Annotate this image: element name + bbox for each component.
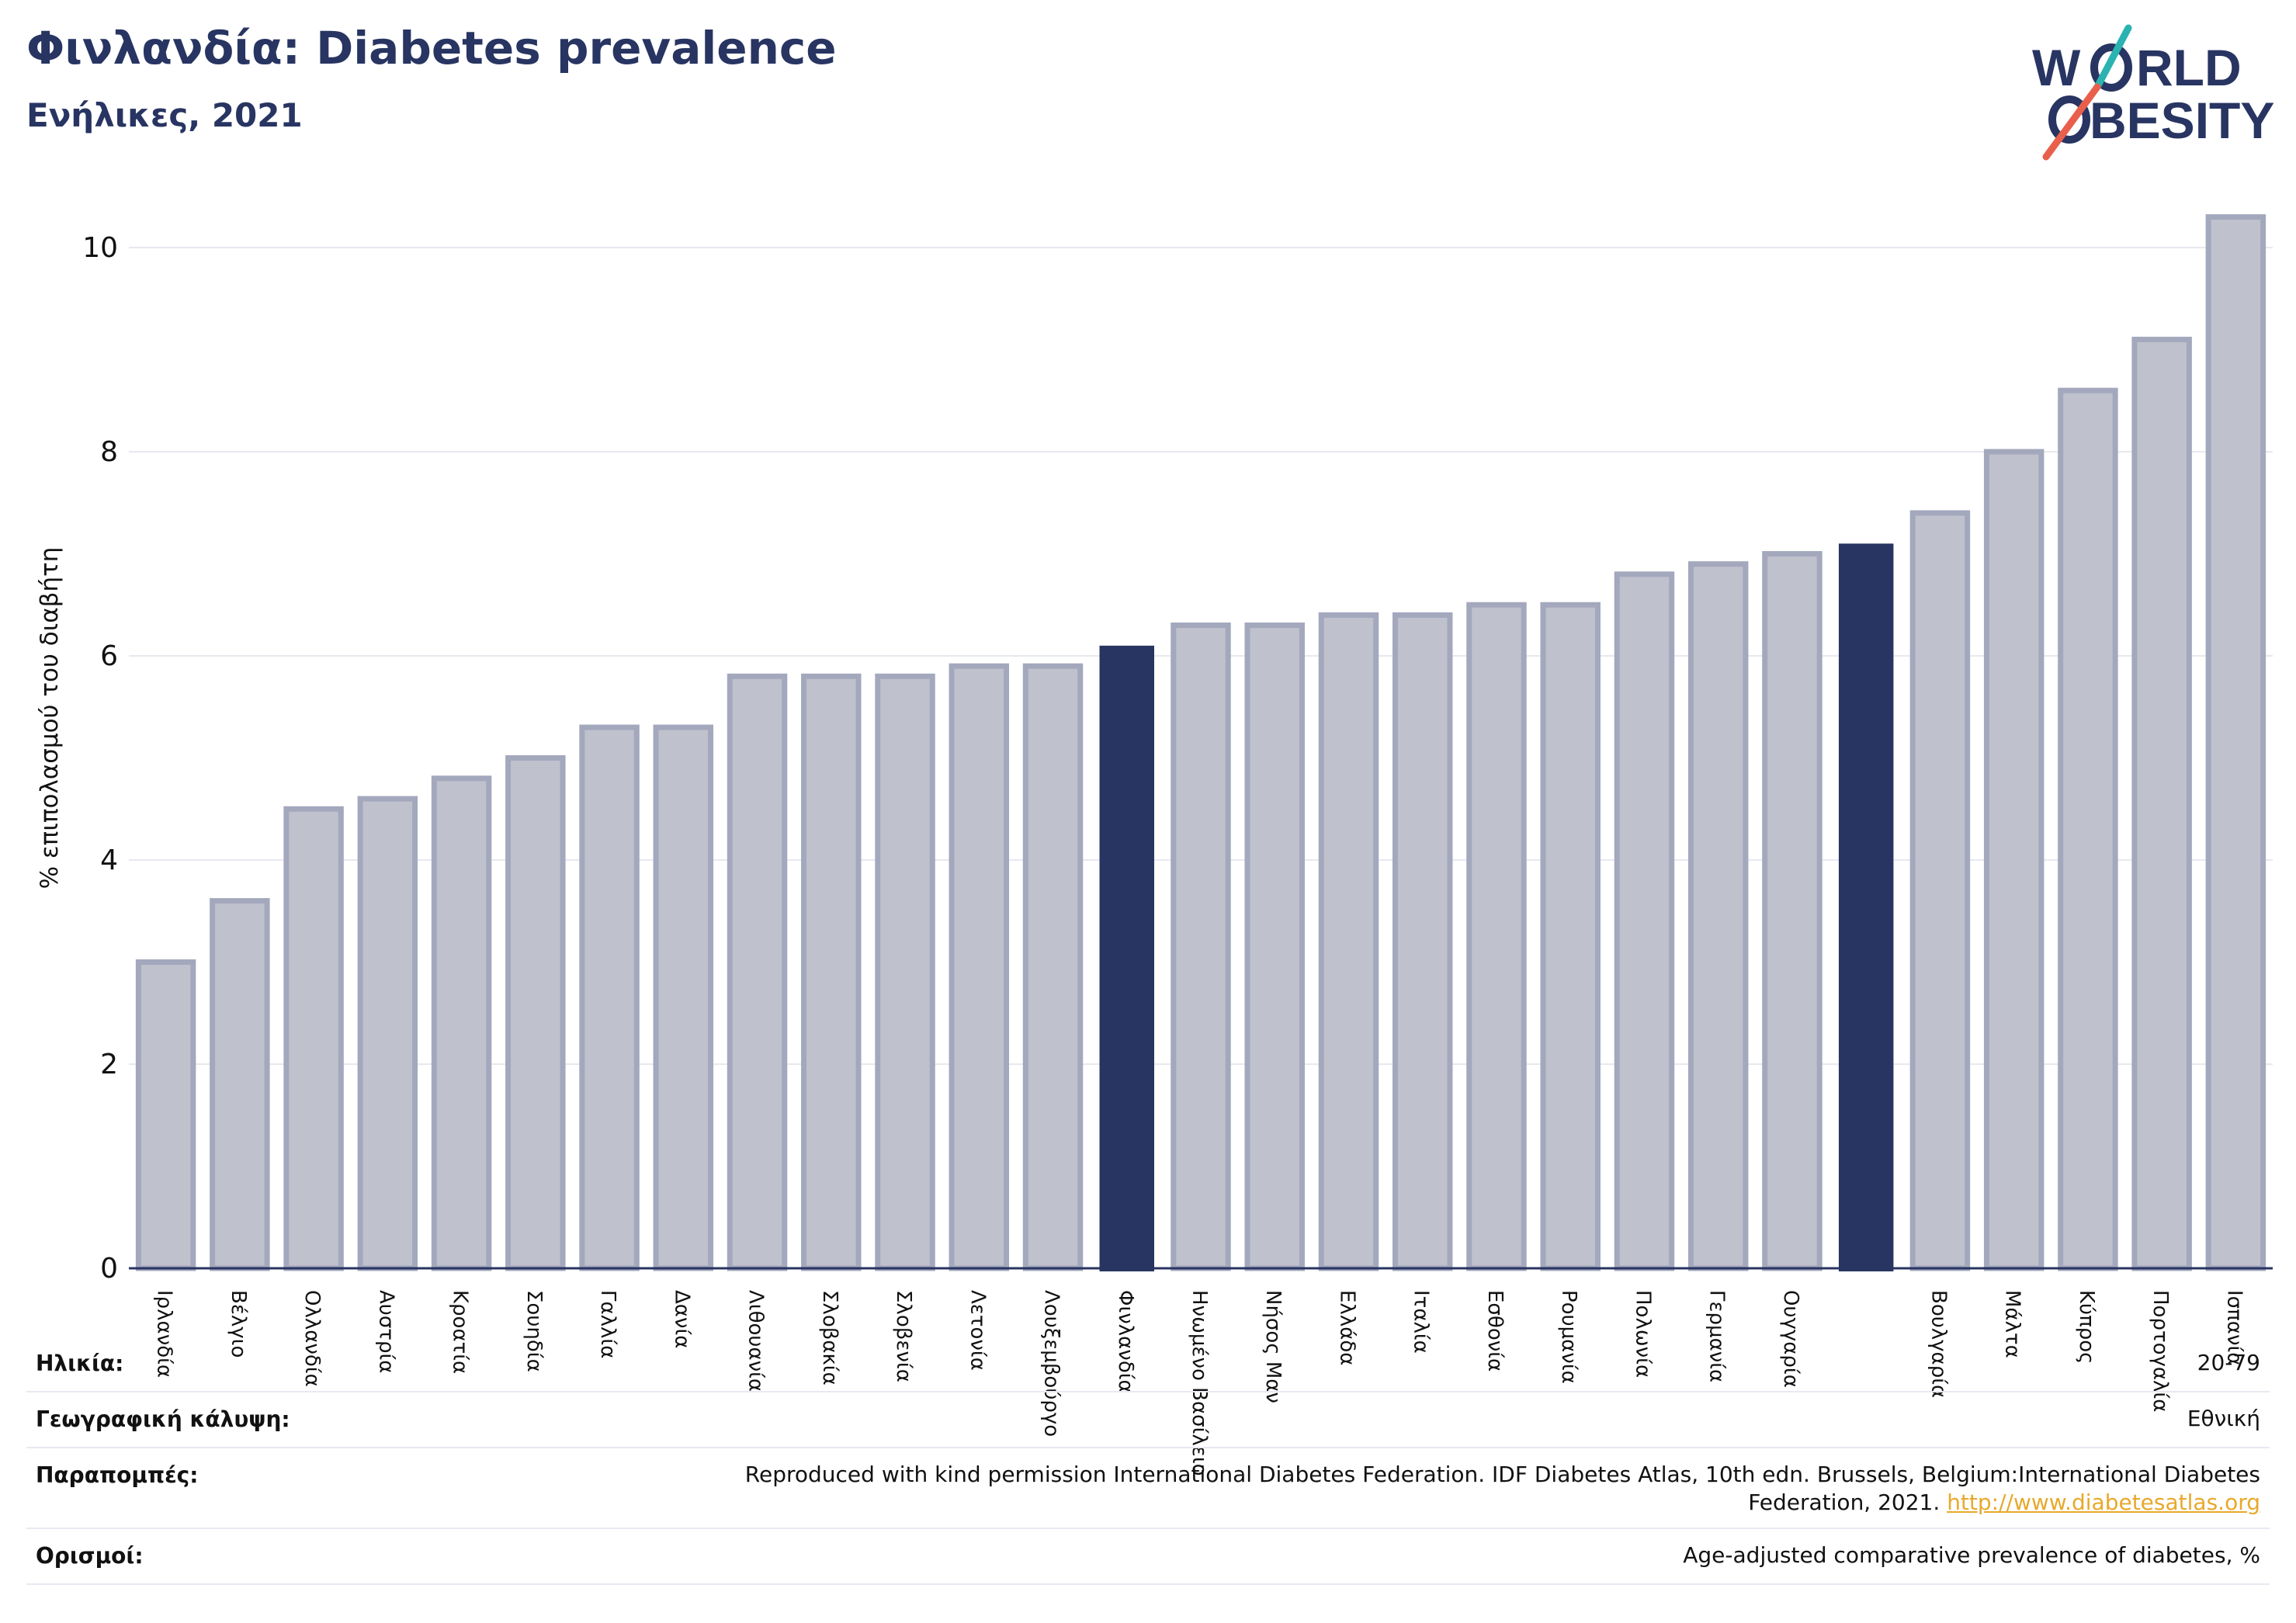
bar — [2205, 214, 2267, 1271]
bar — [949, 663, 1010, 1271]
bar — [135, 959, 196, 1271]
meta-row-references: Παραπομπές: Reproduced with kind permiss… — [26, 1448, 2270, 1529]
x-tick-label: Λιθουανία — [744, 1290, 768, 1392]
x-tick-label: Φινλανδία — [1114, 1290, 1137, 1393]
meta-coverage-label: Γεωγραφική κάλυψη: — [36, 1406, 290, 1432]
bar — [1244, 622, 1305, 1271]
bar — [1318, 612, 1379, 1271]
references-line1: Reproduced with kind permission Internat… — [744, 1462, 2260, 1487]
bar-highlighted — [1838, 543, 1894, 1271]
x-tick-label: Κύπρος — [2075, 1290, 2098, 1364]
logo-slash-teal — [2093, 24, 2132, 91]
x-tick-label: Γερμανία — [1705, 1290, 1729, 1382]
bar — [1540, 602, 1601, 1271]
meta-age-value: 20-79 — [2197, 1350, 2260, 1375]
meta-references-label: Παραπομπές: — [36, 1462, 199, 1488]
x-tick-label: Λουξεμβούργο — [1040, 1290, 1063, 1437]
y-tick-label: 8 — [100, 436, 118, 468]
logo-slash-coral — [2042, 83, 2101, 161]
y-axis-label: % επιπολασμού του διαβήτη — [36, 547, 64, 890]
meta-row-age: Ηλικία: 20-79 — [26, 1337, 2270, 1392]
bar — [1762, 551, 1823, 1271]
x-tick-label: Βέλγιο — [227, 1290, 250, 1358]
x-tick-label: Σουηδία — [522, 1290, 546, 1372]
bar — [357, 796, 418, 1271]
x-tick-label: Ισπανία — [2222, 1290, 2246, 1365]
bar — [1614, 571, 1675, 1271]
x-tick-label: Ρουμανία — [1557, 1290, 1580, 1384]
meta-row-coverage: Γεωγραφική κάλυψη: Εθνική — [26, 1392, 2270, 1448]
bar — [210, 898, 270, 1271]
x-tick-label: Ελλάδα — [1335, 1290, 1358, 1365]
bar — [1171, 622, 1231, 1271]
y-tick-label: 0 — [100, 1253, 118, 1285]
y-axis-ticks: 0 2 4 6 8 10 — [82, 232, 118, 1285]
chart-bars — [135, 214, 2267, 1271]
bar — [1983, 449, 2045, 1271]
x-tick-label: Νήσος Μαν — [1261, 1290, 1285, 1403]
meta-references-text: Reproduced with kind permission Internat… — [745, 1461, 2260, 1517]
bar — [801, 673, 862, 1271]
y-tick-label: 6 — [100, 640, 118, 672]
bar-highlighted — [1099, 645, 1154, 1271]
x-tick-label: Ιρλανδία — [153, 1290, 176, 1378]
x-tick-label: Εσθονία — [1483, 1290, 1507, 1372]
logo-line1: W — [2032, 39, 2081, 96]
references-line2: Federation, 2021. — [1748, 1489, 1941, 1515]
world-obesity-logo: W RLD BESITY — [2032, 24, 2274, 161]
y-tick-label: 2 — [100, 1049, 118, 1080]
meta-definitions-value: Age-adjusted comparative prevalence of d… — [1683, 1542, 2260, 1568]
bar — [2131, 336, 2192, 1271]
x-axis-labels: Ιρλανδία Βέλγιο Ολλανδία Αυστρία Κροατία Σουη… — [153, 1290, 2246, 1476]
meta-age-label: Ηλικία: — [36, 1351, 124, 1376]
x-tick-label: Ηνωμένο Βασίλειο — [1188, 1290, 1211, 1476]
logo-line2: BESITY — [2090, 92, 2274, 149]
logo-o-ring — [2090, 43, 2132, 92]
bar — [2058, 387, 2118, 1271]
logo-line1b: RLD — [2136, 39, 2242, 96]
x-tick-label: Σλοβακία — [818, 1290, 841, 1385]
meta-definitions-label: Ορισμοί: — [36, 1543, 144, 1569]
page-title: Φινλανδία: Diabetes prevalence — [26, 22, 837, 75]
x-tick-label: Γαλλία — [596, 1290, 619, 1358]
y-tick-label: 4 — [100, 844, 118, 876]
x-tick-label: Δανία — [670, 1290, 693, 1348]
references-link[interactable]: http://www.diabetesatlas.org — [1947, 1489, 2260, 1515]
bar — [1022, 663, 1084, 1271]
x-tick-label: Κροατία — [449, 1290, 472, 1374]
y-tick-label: 10 — [82, 232, 118, 264]
x-tick-label: Ουγγαρία — [1779, 1290, 1802, 1388]
bar — [431, 775, 492, 1271]
x-tick-label: Λετονία — [966, 1290, 989, 1371]
bar — [1466, 602, 1527, 1271]
bar — [1687, 561, 1749, 1271]
page-subtitle: Ενήλικες, 2021 — [26, 96, 303, 134]
bar — [1909, 510, 1971, 1271]
meta-coverage-value: Εθνική — [2187, 1406, 2260, 1431]
bar — [1392, 612, 1453, 1271]
bar — [579, 724, 640, 1271]
x-tick-label: Μάλτα — [2001, 1290, 2024, 1358]
meta-row-definitions: Ορισμοί: Age-adjusted comparative preval… — [26, 1529, 2270, 1585]
bar — [875, 673, 935, 1271]
logo-o-ring-2 — [2048, 95, 2090, 144]
x-tick-label: Σλοβενία — [892, 1290, 915, 1382]
x-tick-label: Πολωνία — [1631, 1290, 1654, 1378]
bar — [653, 724, 714, 1271]
x-tick-label: Βουλγαρία — [1927, 1290, 1950, 1398]
bar — [505, 755, 566, 1271]
x-tick-label: Αυστρία — [374, 1290, 397, 1373]
bar — [727, 673, 788, 1271]
bar — [283, 806, 344, 1271]
x-tick-label: Ολλανδία — [300, 1290, 324, 1387]
x-tick-label: Ιταλία — [1410, 1290, 1433, 1354]
